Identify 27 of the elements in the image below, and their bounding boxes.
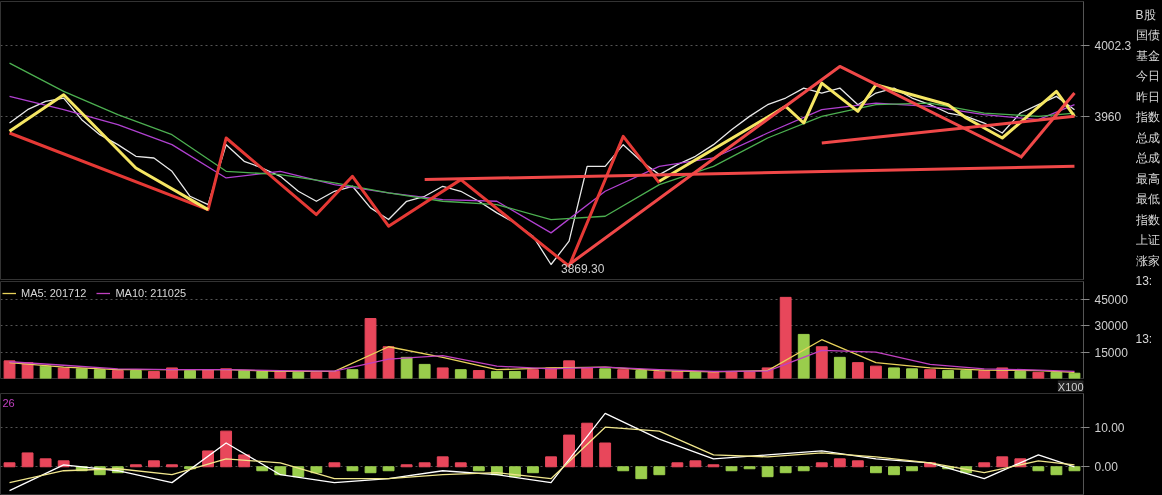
- text: 总成: [1134, 130, 1160, 145]
- annotation: 3869.30: [561, 262, 605, 277]
- chart-title: 26: [2, 396, 15, 409]
- text: 今日: [1135, 69, 1160, 83]
- text: 总成: [1134, 151, 1160, 165]
- y-tick-label: 3960: [1094, 109, 1122, 124]
- y-tick-label: 30000: [1094, 319, 1129, 334]
- text: 13:: [1135, 274, 1153, 288]
- text: 国债: [1135, 28, 1160, 42]
- legend-label: MA10: 211025: [115, 287, 187, 299]
- text: 最低: [1135, 192, 1160, 206]
- y-tick-label: 45000: [1094, 292, 1129, 307]
- y-tick-label: 10.00: [1094, 420, 1125, 435]
- text: 指数: [1134, 110, 1160, 124]
- text: X100: [1057, 380, 1084, 393]
- text: 昨日: [1135, 89, 1160, 104]
- text: B股: [1135, 7, 1156, 22]
- text: 上证: [1135, 233, 1160, 247]
- text: 最高: [1135, 171, 1160, 186]
- y-tick-label: 15000: [1094, 345, 1129, 360]
- text: 13:: [1135, 332, 1153, 346]
- text: 基金: [1135, 48, 1160, 63]
- y-tick-label: 4002.3: [1094, 39, 1132, 54]
- y-tick-label: 0.00: [1094, 460, 1119, 475]
- legend-label: MA5: 201712: [21, 287, 87, 299]
- text: 涨家: [1135, 253, 1160, 268]
- text: 指数: [1134, 212, 1160, 227]
